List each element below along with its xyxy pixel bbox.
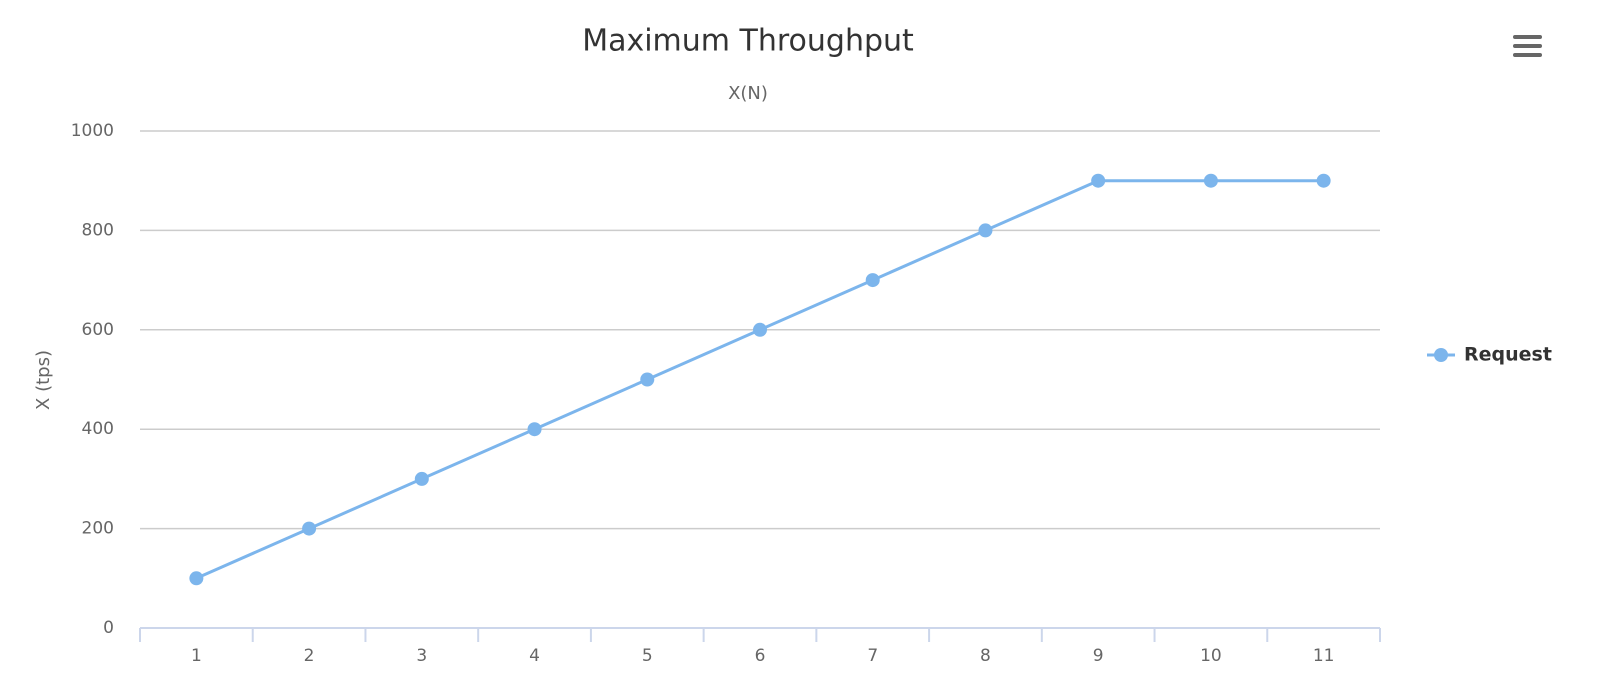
point: [753, 322, 767, 337]
chart-title: Maximum Throughput: [582, 24, 914, 59]
x-tick-label: 1: [191, 646, 202, 666]
point: [865, 273, 880, 288]
point: [414, 471, 429, 486]
chart-subtitle: X(N): [728, 83, 768, 104]
y-axis-title: X (tps): [33, 350, 54, 410]
menu-button[interactable]: [1513, 35, 1542, 57]
x-tick-label: 3: [416, 646, 427, 666]
point: [1316, 173, 1331, 188]
series-line: [195, 179, 1324, 580]
y-tick-label: 200: [82, 519, 114, 539]
menu-bar: [1513, 53, 1542, 57]
point: [527, 422, 542, 437]
x-tick-label: 11: [1313, 646, 1335, 666]
y-tick-label: 0: [103, 618, 114, 638]
point: [1203, 173, 1218, 188]
menu-bar: [1513, 35, 1542, 39]
point: [302, 521, 317, 536]
legend-label: Request: [1464, 344, 1552, 366]
y-tick-label: 400: [82, 419, 114, 439]
y-tick-label: 600: [82, 320, 114, 340]
y-tick-label: 800: [82, 220, 114, 240]
x-tick-label: 5: [642, 646, 653, 666]
x-tick-label: 8: [980, 646, 991, 666]
x-tick-label: 6: [755, 646, 766, 666]
point: [640, 372, 655, 387]
menu-bar: [1513, 44, 1542, 48]
point: [1091, 173, 1106, 188]
x-tick-label: 9: [1093, 646, 1104, 666]
x-tick-label: 4: [529, 646, 540, 666]
point: [978, 223, 993, 238]
x-tick-label: 7: [867, 646, 878, 666]
legend-marker: [1434, 348, 1448, 362]
x-tick-label: 2: [304, 646, 315, 666]
point: [189, 571, 204, 586]
x-tick-label: 10: [1200, 646, 1222, 666]
y-tick-label: 1000: [71, 121, 114, 141]
